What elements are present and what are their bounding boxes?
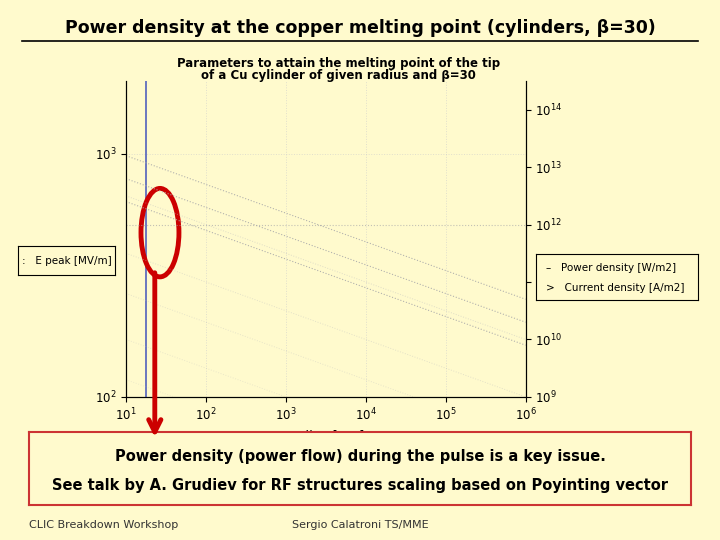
Text: of a Cu cylinder of given radius and β=30: of a Cu cylinder of given radius and β=3… — [201, 69, 476, 82]
Text: See talk by A. Grudiev for RF structures scaling based on Poyinting vector: See talk by A. Grudiev for RF structures… — [52, 478, 668, 492]
Text: Power density at the copper melting point (cylinders, β=30): Power density at the copper melting poin… — [65, 19, 655, 37]
Text: CLIC Breakdown Workshop: CLIC Breakdown Workshop — [29, 520, 178, 530]
X-axis label: radius [nm]: radius [nm] — [287, 429, 364, 442]
Text: :   E peak [MV/m]: : E peak [MV/m] — [22, 255, 112, 266]
Text: >   Current density [A/m2]: > Current density [A/m2] — [546, 283, 685, 293]
Text: Sergio Calatroni TS/MME: Sergio Calatroni TS/MME — [292, 520, 428, 530]
Text: Parameters to attain the melting point of the tip: Parameters to attain the melting point o… — [177, 57, 500, 70]
Text: –   Power density [W/m2]: – Power density [W/m2] — [546, 262, 676, 273]
Text: Power density (power flow) during the pulse is a key issue.: Power density (power flow) during the pu… — [114, 449, 606, 463]
